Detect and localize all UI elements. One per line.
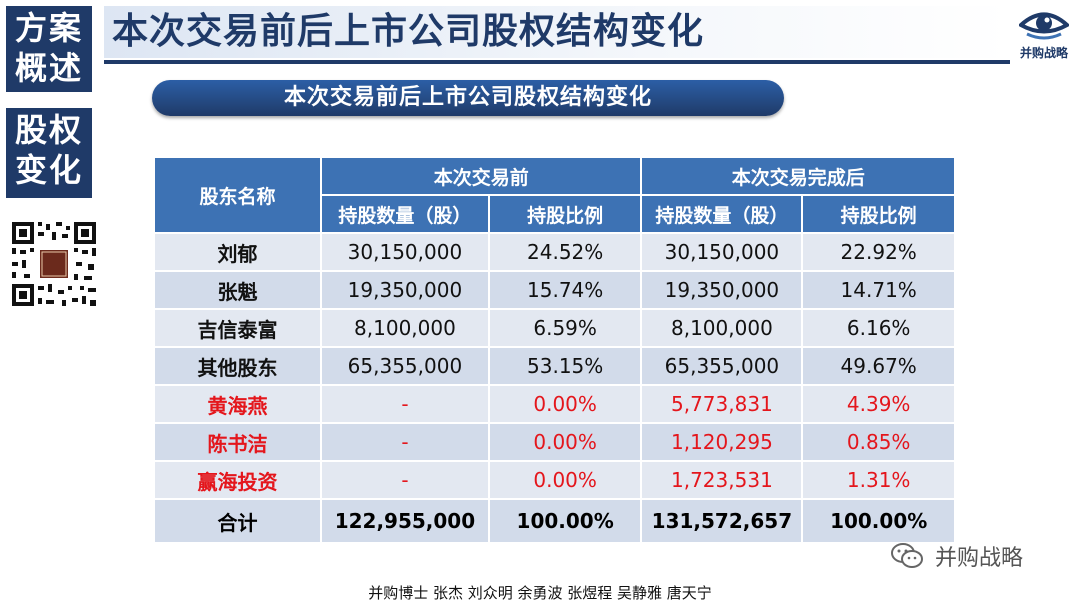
cell-after-pct: 22.92% <box>801 232 956 272</box>
qr-code-icon <box>10 220 98 308</box>
cell-after-qty: 65,355,000 <box>640 346 804 386</box>
cell-before-qty: - <box>320 384 490 424</box>
column-header-after-qty: 持股数量（股） <box>640 194 804 234</box>
cell-shareholder-name: 黄海燕 <box>152 384 323 424</box>
cell-after-pct: 14.71% <box>801 270 956 310</box>
cell-shareholder-name: 赢海投资 <box>152 460 323 500</box>
shareholding-table: 股东名称 本次交易前 本次交易完成后 持股数量（股） 持股比例 持股数量（股） … <box>152 156 956 544</box>
cell-before-qty: 30,150,000 <box>320 232 490 272</box>
table-row: 吉信泰富 8,100,000 6.59% 8,100,000 6.16% <box>152 308 956 348</box>
cell-after-qty: 1,120,295 <box>640 422 804 462</box>
logo-text: 并购战略 <box>1019 46 1068 60</box>
table-row-new-shareholder: 陈书洁 - 0.00% 1,120,295 0.85% <box>152 422 956 462</box>
cell-after-pct: 49.67% <box>801 346 956 386</box>
cell-after-qty: 30,150,000 <box>640 232 804 272</box>
sidebar-text-line: 概述 <box>14 49 83 87</box>
cell-before-qty: 8,100,000 <box>320 308 490 348</box>
cell-after-pct: 4.39% <box>801 384 956 424</box>
page-title: 本次交易前后上市公司股权结构变化 <box>112 11 705 52</box>
cell-after-qty: 8,100,000 <box>640 308 804 348</box>
sidebar-text-line: 变化 <box>14 151 83 189</box>
wechat-watermark: 并购战略 <box>890 540 1023 576</box>
cell-before-qty: 19,350,000 <box>320 270 490 310</box>
table-row: 刘郁 30,150,000 24.52% 30,150,000 22.92% <box>152 232 956 272</box>
sidebar-text-line: 方案 <box>14 9 83 47</box>
column-header-before-qty: 持股数量（股） <box>320 194 490 234</box>
wechat-icon <box>891 543 923 568</box>
table-row: 其他股东 65,355,000 53.15% 65,355,000 49.67% <box>152 346 956 386</box>
cell-total-label: 合计 <box>152 498 323 544</box>
cell-before-qty: - <box>320 422 490 462</box>
column-header-shareholder: 股东名称 <box>152 156 323 234</box>
table-row-new-shareholder: 赢海投资 - 0.00% 1,723,531 1.31% <box>152 460 956 500</box>
cell-before-pct: 0.00% <box>487 422 643 462</box>
cell-shareholder-name: 其他股东 <box>152 346 323 386</box>
cell-before-pct: 53.15% <box>487 346 643 386</box>
table-row: 张魁 19,350,000 15.74% 19,350,000 14.71% <box>152 270 956 310</box>
cell-total-before-qty: 122,955,000 <box>320 498 490 544</box>
cell-after-pct: 0.85% <box>801 422 956 462</box>
sidebar-section-overview: 方案 概述 <box>6 6 92 92</box>
cell-after-qty: 5,773,831 <box>640 384 804 424</box>
title-bar <box>104 6 1010 58</box>
column-header-after-pct: 持股比例 <box>801 194 956 234</box>
title-underline <box>104 60 1010 64</box>
cell-total-after-qty: 131,572,657 <box>640 498 804 544</box>
cell-before-pct: 6.59% <box>487 308 643 348</box>
cell-shareholder-name: 陈书洁 <box>152 422 323 462</box>
column-group-before: 本次交易前 <box>320 156 643 196</box>
cell-before-qty: - <box>320 460 490 500</box>
eye-logo-icon <box>1019 12 1069 40</box>
section-subtitle-pill: 本次交易前后上市公司股权结构变化 <box>152 80 784 116</box>
cell-after-pct: 6.16% <box>801 308 956 348</box>
sidebar-text-line: 股权 <box>14 111 83 149</box>
cell-shareholder-name: 吉信泰富 <box>152 308 323 348</box>
column-header-before-pct: 持股比例 <box>487 194 643 234</box>
author-credits: 并购博士 张杰 刘众明 余勇波 张煜程 吴静雅 唐天宁 <box>368 584 712 602</box>
cell-shareholder-name: 刘郁 <box>152 232 323 272</box>
cell-before-pct: 15.74% <box>487 270 643 310</box>
cell-before-pct: 24.52% <box>487 232 643 272</box>
sidebar-section-equity-change: 股权 变化 <box>6 108 92 198</box>
cell-total-before-pct: 100.00% <box>487 498 643 544</box>
cell-total-after-pct: 100.00% <box>801 498 956 544</box>
cell-before-pct: 0.00% <box>487 384 643 424</box>
cell-shareholder-name: 张魁 <box>152 270 323 310</box>
cell-before-qty: 65,355,000 <box>320 346 490 386</box>
cell-after-qty: 19,350,000 <box>640 270 804 310</box>
cell-after-pct: 1.31% <box>801 460 956 500</box>
brand-logo: 并购战略 <box>1012 8 1076 64</box>
column-group-after: 本次交易完成后 <box>640 156 956 196</box>
cell-after-qty: 1,723,531 <box>640 460 804 500</box>
table-total-row: 合计 122,955,000 100.00% 131,572,657 100.0… <box>152 498 956 544</box>
table-row-new-shareholder: 黄海燕 - 0.00% 5,773,831 4.39% <box>152 384 956 424</box>
cell-before-pct: 0.00% <box>487 460 643 500</box>
watermark-text: 并购战略 <box>935 546 1024 571</box>
